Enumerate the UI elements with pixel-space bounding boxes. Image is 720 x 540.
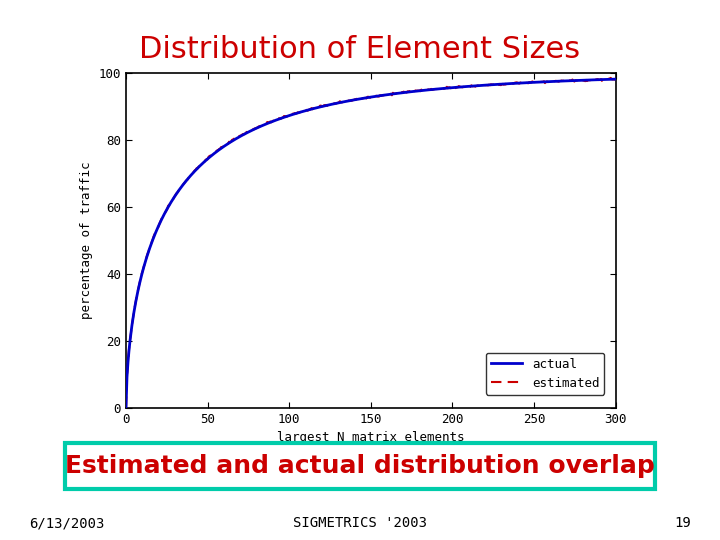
Text: 19: 19 — [675, 516, 691, 530]
estimated — [600, 76, 608, 83]
actual — [611, 76, 620, 83]
estimated — [354, 97, 363, 103]
Text: 6/13/2003: 6/13/2003 — [29, 516, 104, 530]
Line: actual: actual — [126, 79, 616, 408]
estimated — [413, 87, 422, 94]
estimated — [122, 403, 130, 410]
Line: estimated: estimated — [126, 78, 616, 407]
actual — [413, 88, 422, 94]
actual — [600, 76, 608, 83]
estimated — [523, 80, 531, 86]
actual — [357, 96, 366, 102]
actual — [523, 79, 531, 86]
Y-axis label: percentage of traffic: percentage of traffic — [80, 161, 93, 319]
estimated — [357, 96, 366, 102]
estimated — [611, 76, 620, 82]
Text: SIGMETRICS '2003: SIGMETRICS '2003 — [293, 516, 427, 530]
Legend: actual, estimated: actual, estimated — [486, 353, 605, 395]
estimated — [606, 75, 615, 81]
estimated — [387, 91, 395, 97]
actual — [387, 91, 395, 97]
actual — [354, 96, 363, 103]
X-axis label: largest N matrix elements: largest N matrix elements — [277, 431, 464, 444]
FancyBboxPatch shape — [65, 443, 655, 489]
actual — [122, 404, 130, 411]
Text: Distribution of Element Sizes: Distribution of Element Sizes — [140, 35, 580, 64]
Text: Estimated and actual distribution overlap: Estimated and actual distribution overla… — [65, 454, 655, 478]
